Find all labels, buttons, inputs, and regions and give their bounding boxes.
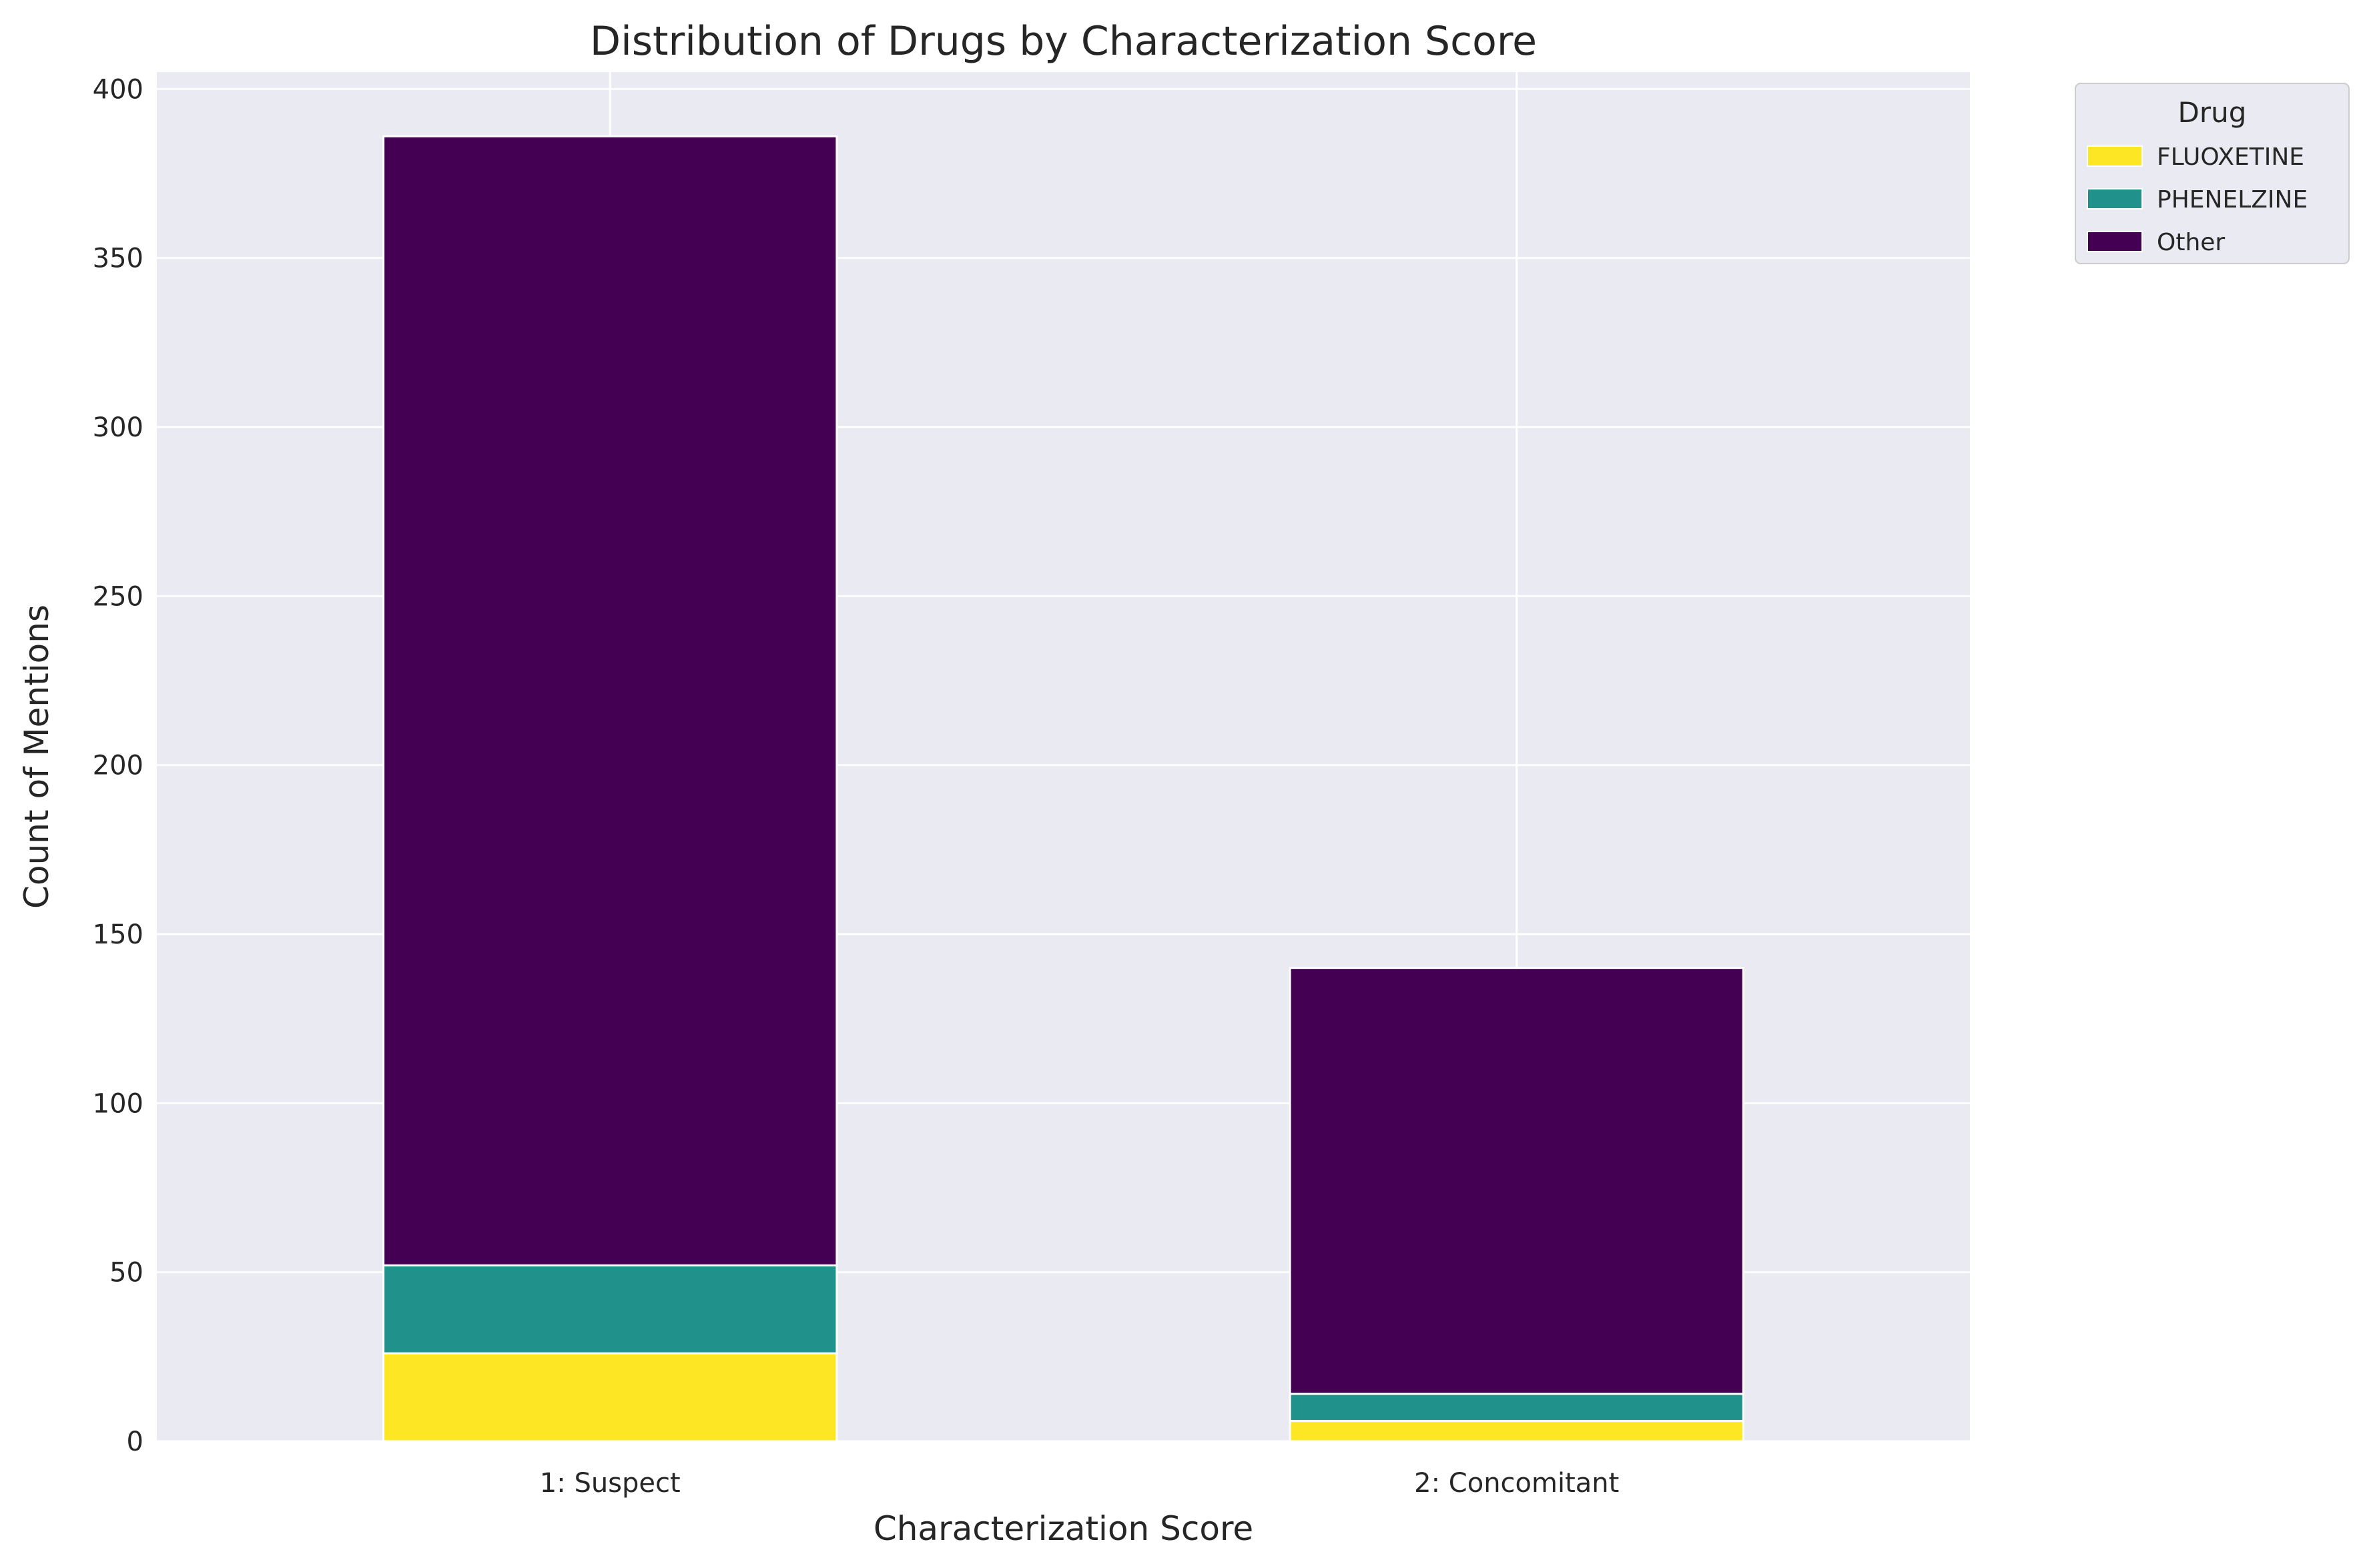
y-tick-label: 100 [93,1088,143,1119]
bar-segment-fluoxetine-2 [1289,1420,1744,1443]
y-tick-label: 300 [93,412,143,443]
legend: Drug FLUOXETINE PHENELZINE Other [2075,83,2350,264]
legend-swatch-phenelzine [2087,188,2143,210]
bars [382,135,1744,1443]
y-tick-label: 0 [127,1427,143,1457]
bar-segment-fluoxetine-1 [382,1352,838,1443]
y-tick-label: 400 [93,74,143,105]
x-tick-label: 2: Concomitant [1414,1468,1619,1499]
bar-segment-other-2 [1289,967,1744,1395]
legend-swatch-fluoxetine [2087,145,2143,167]
chart-title: Distribution of Drugs by Characterizatio… [590,18,1537,65]
legend-swatch-other [2087,231,2143,252]
x-tick-label: 1: Suspect [540,1468,681,1499]
y-tick-label: 350 [93,244,143,274]
legend-label-fluoxetine: FLUOXETINE [2157,143,2304,171]
x-tick-labels: 1: Suspect 2: Concomitant [540,1468,1620,1499]
y-axis-title: Count of Mentions [17,605,56,909]
legend-box [2075,83,2350,264]
legend-title: Drug [2178,96,2247,129]
legend-entries: FLUOXETINE PHENELZINE Other [2087,143,2308,256]
y-tick-label: 150 [93,919,143,950]
bar-segment-phenelzine-1 [382,1264,838,1354]
legend-label-other: Other [2157,229,2225,256]
bar-segment-phenelzine-2 [1289,1393,1744,1423]
y-tick-labels: 0 50 100 150 200 250 300 350 400 [93,74,143,1457]
legend-label-phenelzine: PHENELZINE [2157,186,2308,214]
bar-segment-other-1 [382,135,838,1267]
y-tick-label: 200 [93,751,143,781]
x-axis-title: Characterization Score [874,1509,1253,1548]
y-tick-label: 50 [109,1258,143,1288]
y-tick-label: 250 [93,581,143,612]
